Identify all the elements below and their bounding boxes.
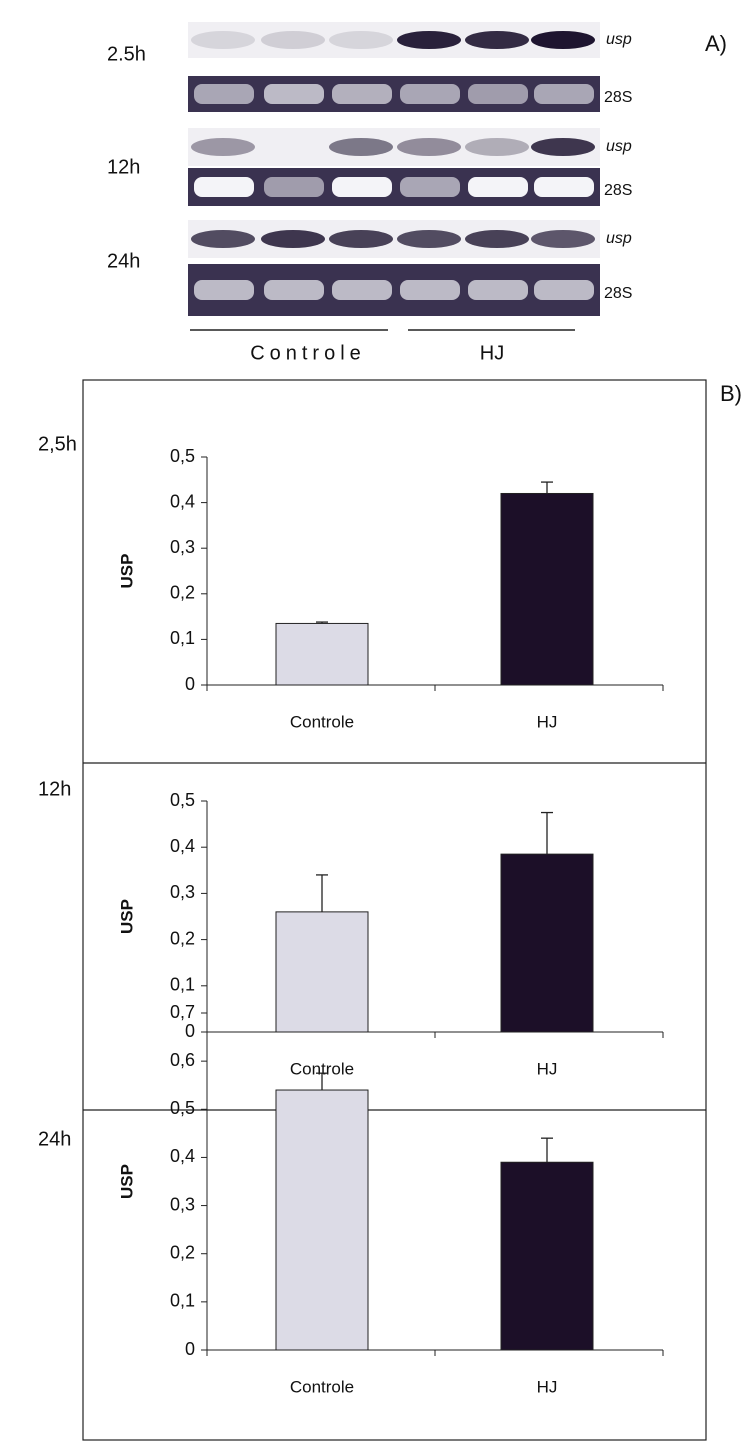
x-tick-label: Controle — [290, 1377, 354, 1396]
bar — [276, 623, 368, 685]
y-tick-label: 0,3 — [170, 882, 195, 902]
y-tick-label: 0,2 — [170, 583, 195, 603]
gene-label: usp — [606, 230, 632, 247]
gene-label: 28S — [604, 182, 632, 199]
band — [534, 280, 594, 300]
band — [264, 280, 324, 300]
band — [332, 84, 392, 104]
chart-title: 24h — [38, 1128, 71, 1150]
band — [332, 280, 392, 300]
y-tick-label: 0,4 — [170, 836, 195, 856]
band — [397, 230, 461, 248]
band — [329, 138, 393, 156]
y-tick-label: 0 — [185, 1021, 195, 1041]
band — [400, 177, 460, 197]
band — [468, 177, 528, 197]
band — [531, 138, 595, 156]
band — [264, 84, 324, 104]
band — [468, 84, 528, 104]
gene-label: usp — [606, 31, 632, 48]
y-tick-label: 0,4 — [170, 491, 195, 511]
x-tick-label: Controle — [290, 712, 354, 731]
band — [400, 84, 460, 104]
y-tick-label: 0,3 — [170, 537, 195, 557]
y-tick-label: 0,5 — [170, 446, 195, 466]
chart-title: 2,5h — [38, 433, 77, 455]
band — [468, 280, 528, 300]
bar — [276, 1090, 368, 1350]
band — [465, 230, 529, 248]
band — [465, 138, 529, 156]
band — [191, 31, 255, 49]
band — [261, 230, 325, 248]
y-tick-label: 0,2 — [170, 1242, 195, 1262]
y-tick-label: 0,1 — [170, 628, 195, 648]
band — [534, 84, 594, 104]
band — [261, 31, 325, 49]
x-tick-label: HJ — [537, 1059, 558, 1078]
y-tick-label: 0,2 — [170, 928, 195, 948]
y-axis-label: USP — [117, 554, 136, 589]
gene-label: 28S — [604, 285, 632, 302]
gene-label: 28S — [604, 89, 632, 106]
time-label: 2.5h — [107, 43, 146, 65]
y-tick-label: 0,1 — [170, 1291, 195, 1311]
band — [329, 31, 393, 49]
bar — [276, 912, 368, 1032]
band — [332, 177, 392, 197]
gene-label: usp — [606, 138, 632, 155]
band — [191, 230, 255, 248]
x-tick-label: HJ — [537, 712, 558, 731]
band — [397, 31, 461, 49]
y-axis-label: USP — [117, 899, 136, 934]
y-tick-label: 0,5 — [170, 1098, 195, 1118]
bar — [501, 493, 593, 685]
band — [191, 138, 255, 156]
band — [194, 177, 254, 197]
y-tick-label: 0,5 — [170, 790, 195, 810]
band — [329, 230, 393, 248]
figure: A) Controle HJ B) 2.5h usp 28S 12h usp 28S 24h… — [0, 0, 752, 1452]
y-tick-label: 0 — [185, 1339, 195, 1359]
band — [531, 230, 595, 248]
panel-label: B) — [720, 381, 742, 406]
y-tick-label: 0,4 — [170, 1146, 195, 1166]
y-tick-label: 0,7 — [170, 1002, 195, 1022]
time-label: 12h — [107, 156, 140, 178]
y-tick-label: 0,6 — [170, 1050, 195, 1070]
band — [194, 84, 254, 104]
y-tick-label: 0,3 — [170, 1194, 195, 1214]
y-tick-label: 0 — [185, 674, 195, 694]
bar — [501, 854, 593, 1032]
x-tick-label: HJ — [537, 1377, 558, 1396]
band — [534, 177, 594, 197]
band — [465, 31, 529, 49]
panel-label: A) — [705, 31, 727, 56]
group-label: Controle — [250, 342, 366, 364]
group-label: HJ — [480, 342, 504, 364]
band — [194, 280, 254, 300]
band — [397, 138, 461, 156]
band — [264, 177, 324, 197]
band — [531, 31, 595, 49]
band — [400, 280, 460, 300]
y-tick-label: 0,1 — [170, 975, 195, 995]
bar — [501, 1162, 593, 1350]
time-label: 24h — [107, 250, 140, 272]
y-axis-label: USP — [117, 1164, 136, 1199]
chart-title: 12h — [38, 778, 71, 800]
